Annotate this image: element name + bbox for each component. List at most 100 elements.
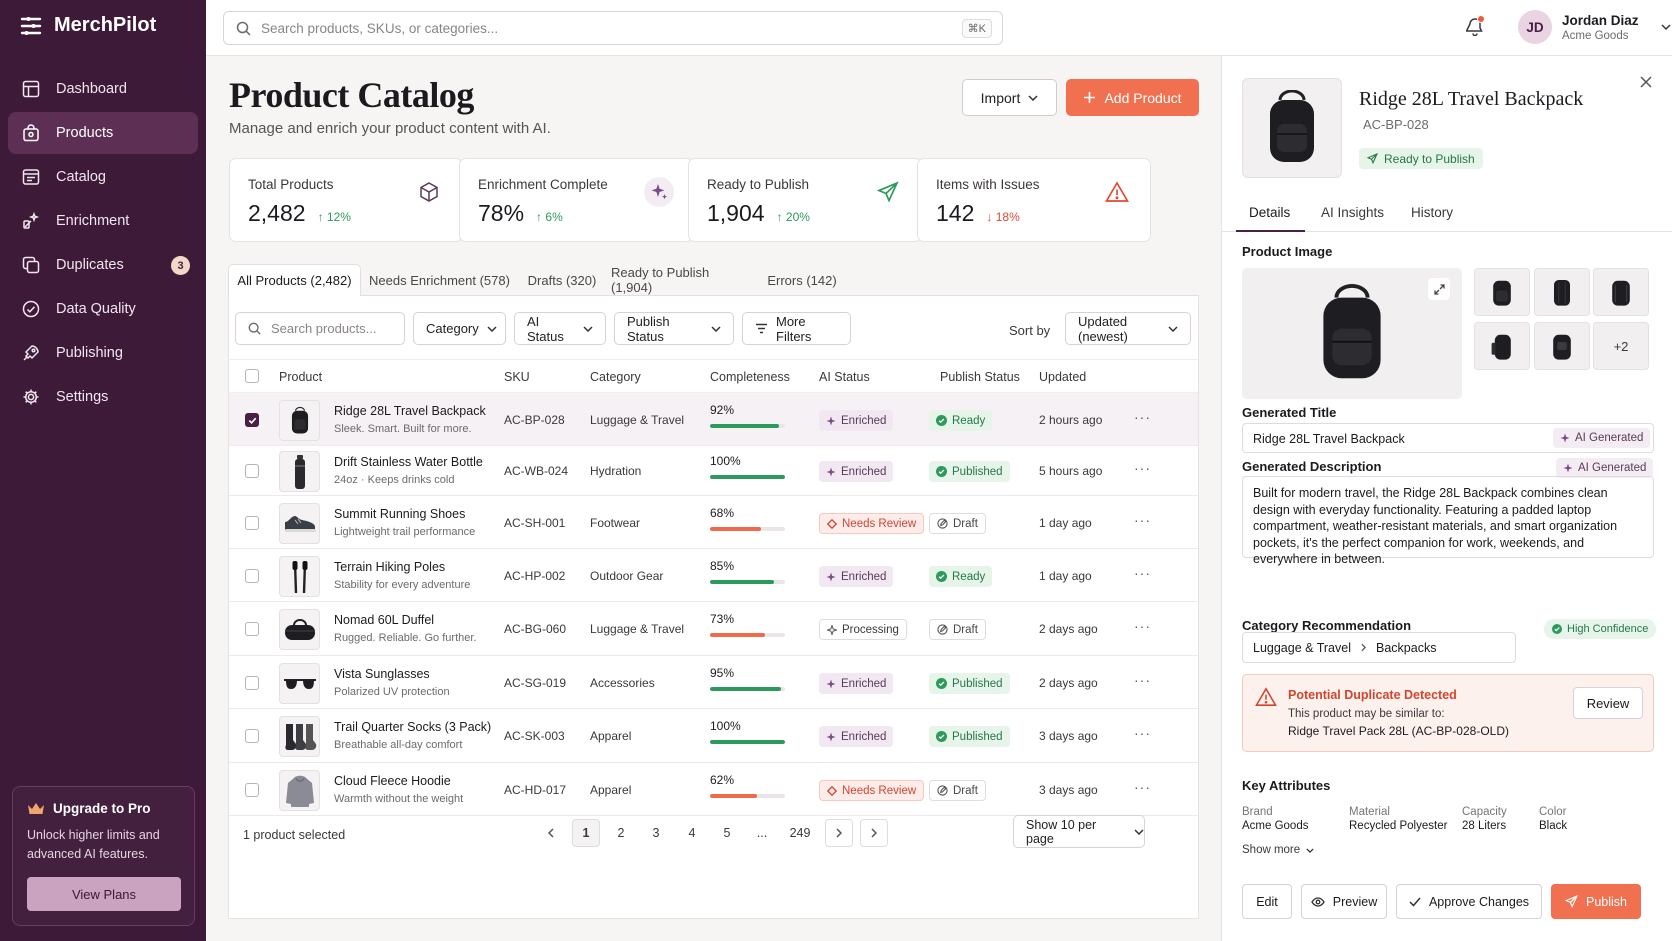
table-row[interactable]: Summit Running Shoes Lightweight trail p… — [229, 496, 1198, 549]
tab-history[interactable]: History — [1411, 205, 1454, 220]
sidebar-item-data-quality[interactable]: Data Quality — [8, 288, 198, 330]
tab-details[interactable]: Details — [1249, 205, 1291, 220]
prev-page-button[interactable] — [539, 819, 563, 847]
image-thumbnail[interactable] — [1474, 268, 1530, 316]
sort-select[interactable]: Updated (newest) — [1065, 312, 1191, 345]
row-checkbox[interactable] — [245, 569, 259, 583]
tab-drafts[interactable]: Drafts (320) — [527, 272, 597, 288]
global-search[interactable]: ⌘K — [223, 11, 1003, 45]
product-name[interactable]: Cloud Fleece Hoodie — [334, 774, 451, 788]
table-row[interactable]: Cloud Fleece Hoodie Warmth without the w… — [229, 763, 1198, 816]
page-4[interactable]: 4 — [688, 826, 696, 840]
category-breadcrumb[interactable]: Luggage & Travel Backpacks — [1242, 632, 1516, 663]
table-search[interactable]: Search products... — [235, 312, 405, 345]
edit-button[interactable]: Edit — [1242, 884, 1292, 919]
user-menu[interactable]: JD Jordan Diaz Acme Goods — [1518, 10, 1671, 44]
expand-image-button[interactable] — [1428, 278, 1450, 300]
close-button[interactable] — [1640, 76, 1652, 88]
sidebar-item-products[interactable]: Products — [8, 112, 198, 154]
preview-button[interactable]: Preview — [1301, 884, 1387, 919]
tab-needs-enrichment[interactable]: Needs Enrichment (578) — [369, 272, 510, 288]
generated-title-field[interactable]: Ridge 28L Travel Backpack — [1242, 423, 1654, 453]
sidebar-item-duplicates[interactable]: Duplicates 3 — [8, 244, 198, 286]
column-header[interactable]: AI Status — [819, 370, 870, 384]
table-row[interactable]: Drift Stainless Water Bottle 24oz · Keep… — [229, 446, 1198, 496]
product-name[interactable]: Drift Stainless Water Bottle — [334, 455, 483, 469]
page-last[interactable]: 249 — [789, 826, 811, 840]
row-checkbox[interactable] — [245, 516, 259, 530]
view-plans-button[interactable]: View Plans — [27, 877, 181, 911]
image-thumbnail[interactable] — [1534, 322, 1590, 370]
row-more-button[interactable]: ··· — [1134, 565, 1151, 581]
product-tabs: All Products (2,482) Needs Enrichment (5… — [228, 264, 1199, 297]
search-input[interactable] — [261, 20, 941, 36]
per-page-select[interactable]: Show 10 per page — [1013, 815, 1145, 848]
product-name[interactable]: Terrain Hiking Poles — [334, 560, 446, 574]
row-checkbox[interactable] — [245, 413, 259, 427]
show-more-button[interactable]: Show more — [1242, 844, 1314, 856]
page-3[interactable]: 3 — [652, 826, 660, 840]
sidebar-item-publishing[interactable]: Publishing — [8, 332, 198, 374]
image-thumbnail[interactable] — [1474, 322, 1530, 370]
table-row[interactable]: Vista Sunglasses Polarized UV protection… — [229, 656, 1198, 709]
table-row[interactable]: Nomad 60L Duffel Rugged. Reliable. Go fu… — [229, 602, 1198, 656]
product-name[interactable]: Vista Sunglasses — [334, 667, 430, 681]
table-row[interactable]: Trail Quarter Socks (3 Pack) Breathable … — [229, 709, 1198, 763]
row-more-button[interactable]: ··· — [1134, 672, 1151, 688]
row-more-button[interactable]: ··· — [1134, 512, 1151, 528]
tab-all-products[interactable]: All Products (2,482) — [228, 264, 361, 297]
page-1[interactable]: 1 — [572, 819, 600, 847]
next-page-button[interactable] — [825, 819, 853, 847]
sidebar-item-settings[interactable]: Settings — [8, 376, 198, 418]
table-row[interactable]: Ridge 28L Travel Backpack Sleek. Smart. … — [229, 393, 1198, 446]
row-checkbox[interactable] — [245, 622, 259, 636]
more-filters-button[interactable]: More Filters — [742, 312, 851, 345]
sidebar-item-catalog[interactable]: Catalog — [8, 156, 198, 198]
publish-status-filter[interactable]: Publish Status — [614, 312, 734, 345]
add-product-button[interactable]: Add Product — [1066, 79, 1199, 116]
sidebar-item-enrichment[interactable]: Enrichment — [8, 200, 198, 242]
ai-status-filter[interactable]: AI Status — [514, 312, 606, 345]
tab-ready-to-publish[interactable]: Ready to Publish (1,904) — [611, 265, 710, 295]
generated-description-field[interactable]: Built for modern travel, the Ridge 28L B… — [1242, 476, 1654, 566]
category-filter[interactable]: Category — [413, 312, 506, 345]
table-row[interactable]: Terrain Hiking Poles Stability for every… — [229, 549, 1198, 602]
select-all-checkbox[interactable] — [245, 369, 259, 383]
import-button[interactable]: Import — [962, 79, 1057, 116]
brand[interactable]: MerchPilot — [20, 14, 156, 37]
approve-changes-button[interactable]: Approve Changes — [1396, 884, 1542, 919]
row-checkbox[interactable] — [245, 783, 259, 797]
review-duplicate-button[interactable]: Review — [1573, 687, 1643, 719]
column-header[interactable]: Completeness — [710, 370, 790, 384]
row-checkbox[interactable] — [245, 676, 259, 690]
column-header[interactable]: Publish Status — [940, 370, 1020, 384]
image-thumbnail[interactable] — [1593, 268, 1649, 316]
product-name[interactable]: Trail Quarter Socks (3 Pack) — [334, 720, 492, 734]
more-images-button[interactable]: +2 — [1593, 322, 1649, 370]
tab-ai-insights[interactable]: AI Insights — [1321, 205, 1385, 220]
column-header[interactable]: Product — [279, 370, 323, 384]
tab-errors[interactable]: Errors (142) — [767, 272, 837, 288]
page-5[interactable]: 5 — [723, 826, 731, 840]
product-name[interactable]: Nomad 60L Duffel — [334, 613, 435, 627]
row-checkbox[interactable] — [245, 729, 259, 743]
column-header[interactable]: SKU — [504, 370, 530, 384]
column-header[interactable]: Category — [590, 370, 641, 384]
publish-button[interactable]: Publish — [1551, 884, 1641, 919]
row-more-button[interactable]: ··· — [1134, 725, 1151, 741]
image-thumbnail[interactable] — [1534, 268, 1590, 316]
page-2[interactable]: 2 — [617, 826, 625, 840]
row-more-button[interactable]: ··· — [1134, 779, 1151, 795]
main-product-image[interactable] — [1242, 268, 1462, 399]
sidebar-item-dashboard[interactable]: Dashboard — [8, 68, 198, 110]
notifications-button[interactable] — [1466, 15, 1485, 36]
last-page-button[interactable] — [860, 819, 888, 847]
product-name[interactable]: Summit Running Shoes — [334, 507, 466, 521]
row-more-button[interactable]: ··· — [1134, 618, 1151, 634]
column-header[interactable]: Updated — [1039, 370, 1087, 384]
duplicate-reference[interactable]: Ridge Travel Pack 28L (AC-BP-028-OLD) — [1288, 724, 1509, 738]
row-more-button[interactable]: ··· — [1134, 409, 1151, 425]
row-more-button[interactable]: ··· — [1134, 460, 1151, 476]
row-checkbox[interactable] — [245, 464, 259, 478]
product-name[interactable]: Ridge 28L Travel Backpack — [334, 404, 486, 418]
